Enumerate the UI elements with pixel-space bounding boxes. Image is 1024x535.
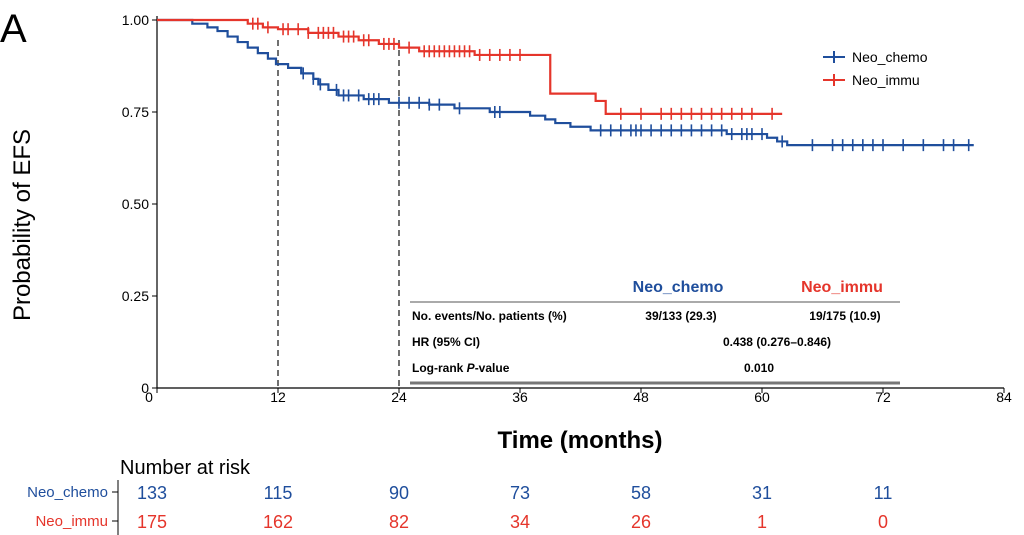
y-tick-label: 0 bbox=[141, 380, 149, 396]
risk-value: 34 bbox=[510, 512, 530, 532]
y-tick-label: 0.25 bbox=[122, 288, 149, 304]
x-tick-label: 12 bbox=[270, 389, 286, 405]
stats-row-logrank-value: 0.010 bbox=[744, 361, 774, 375]
risk-table-title: Number at risk bbox=[120, 457, 251, 479]
risk-value: 31 bbox=[752, 483, 772, 503]
risk-value: 82 bbox=[389, 512, 409, 532]
y-tick-label: 0.75 bbox=[122, 104, 149, 120]
x-tick-label: 84 bbox=[996, 389, 1012, 405]
risk-value: 175 bbox=[137, 512, 167, 532]
risk-value: 26 bbox=[631, 512, 651, 532]
legend-label: Neo_immu bbox=[852, 72, 920, 88]
risk-row-label: Neo_immu bbox=[35, 513, 108, 530]
stats-row-logrank-label: Log-rank P-value bbox=[412, 361, 510, 375]
risk-value: 0 bbox=[878, 512, 888, 532]
risk-value: 133 bbox=[137, 483, 167, 503]
stats-row-events-label: No. events/No. patients (%) bbox=[412, 309, 567, 323]
x-tick-label: 24 bbox=[391, 389, 407, 405]
risk-value: 73 bbox=[510, 483, 530, 503]
risk-value: 58 bbox=[631, 483, 651, 503]
plot-area: 0 0.25 0.50 0.75 1.00 0 12 24 36 48 60 72 84 bbox=[122, 12, 1012, 405]
stats-row-hr-value: 0.438 (0.276–0.846) bbox=[723, 335, 831, 349]
x-axis-label: Time (months) bbox=[498, 427, 663, 454]
survival-curve-Neo_immu bbox=[157, 18, 783, 115]
x-tick-label: 36 bbox=[512, 389, 528, 405]
risk-value: 115 bbox=[264, 483, 293, 503]
risk-value: 90 bbox=[389, 483, 409, 503]
y-tick-label: 1.00 bbox=[122, 12, 149, 28]
stats-header-chemo: Neo_chemo bbox=[633, 279, 724, 296]
x-tick-label: 60 bbox=[754, 389, 770, 405]
survival-curve-Neo_chemo bbox=[157, 18, 974, 147]
stats-row-events-immu: 19/175 (10.9) bbox=[809, 309, 880, 323]
risk-value: 162 bbox=[263, 512, 293, 532]
legend: Neo_chemo Neo_immu bbox=[823, 49, 928, 88]
stats-table: Neo_chemo Neo_immu No. events/No. patien… bbox=[410, 279, 900, 385]
y-tick-label: 0.50 bbox=[122, 196, 149, 212]
legend-label: Neo_chemo bbox=[852, 49, 928, 65]
x-tick-label: 48 bbox=[633, 389, 649, 405]
risk-value: 11 bbox=[874, 483, 893, 503]
stats-header-immu: Neo_immu bbox=[801, 279, 883, 296]
legend-marker bbox=[823, 51, 845, 63]
legend-marker bbox=[823, 74, 845, 86]
stats-row-hr-label: HR (95% CI) bbox=[412, 335, 480, 349]
y-axis-label: Probability of EFS bbox=[9, 129, 36, 321]
stats-row-events-chemo: 39/133 (29.3) bbox=[645, 309, 716, 323]
x-tick-label: 0 bbox=[145, 389, 153, 405]
panel-label: A bbox=[0, 7, 27, 51]
x-tick-label: 72 bbox=[875, 389, 891, 405]
risk-value: 1 bbox=[757, 512, 767, 532]
risk-table: Neo_chemo 133 115 90 73 58 31 11 Neo_immu 175 162 8… bbox=[27, 480, 892, 535]
risk-row-label: Neo_chemo bbox=[27, 484, 108, 501]
